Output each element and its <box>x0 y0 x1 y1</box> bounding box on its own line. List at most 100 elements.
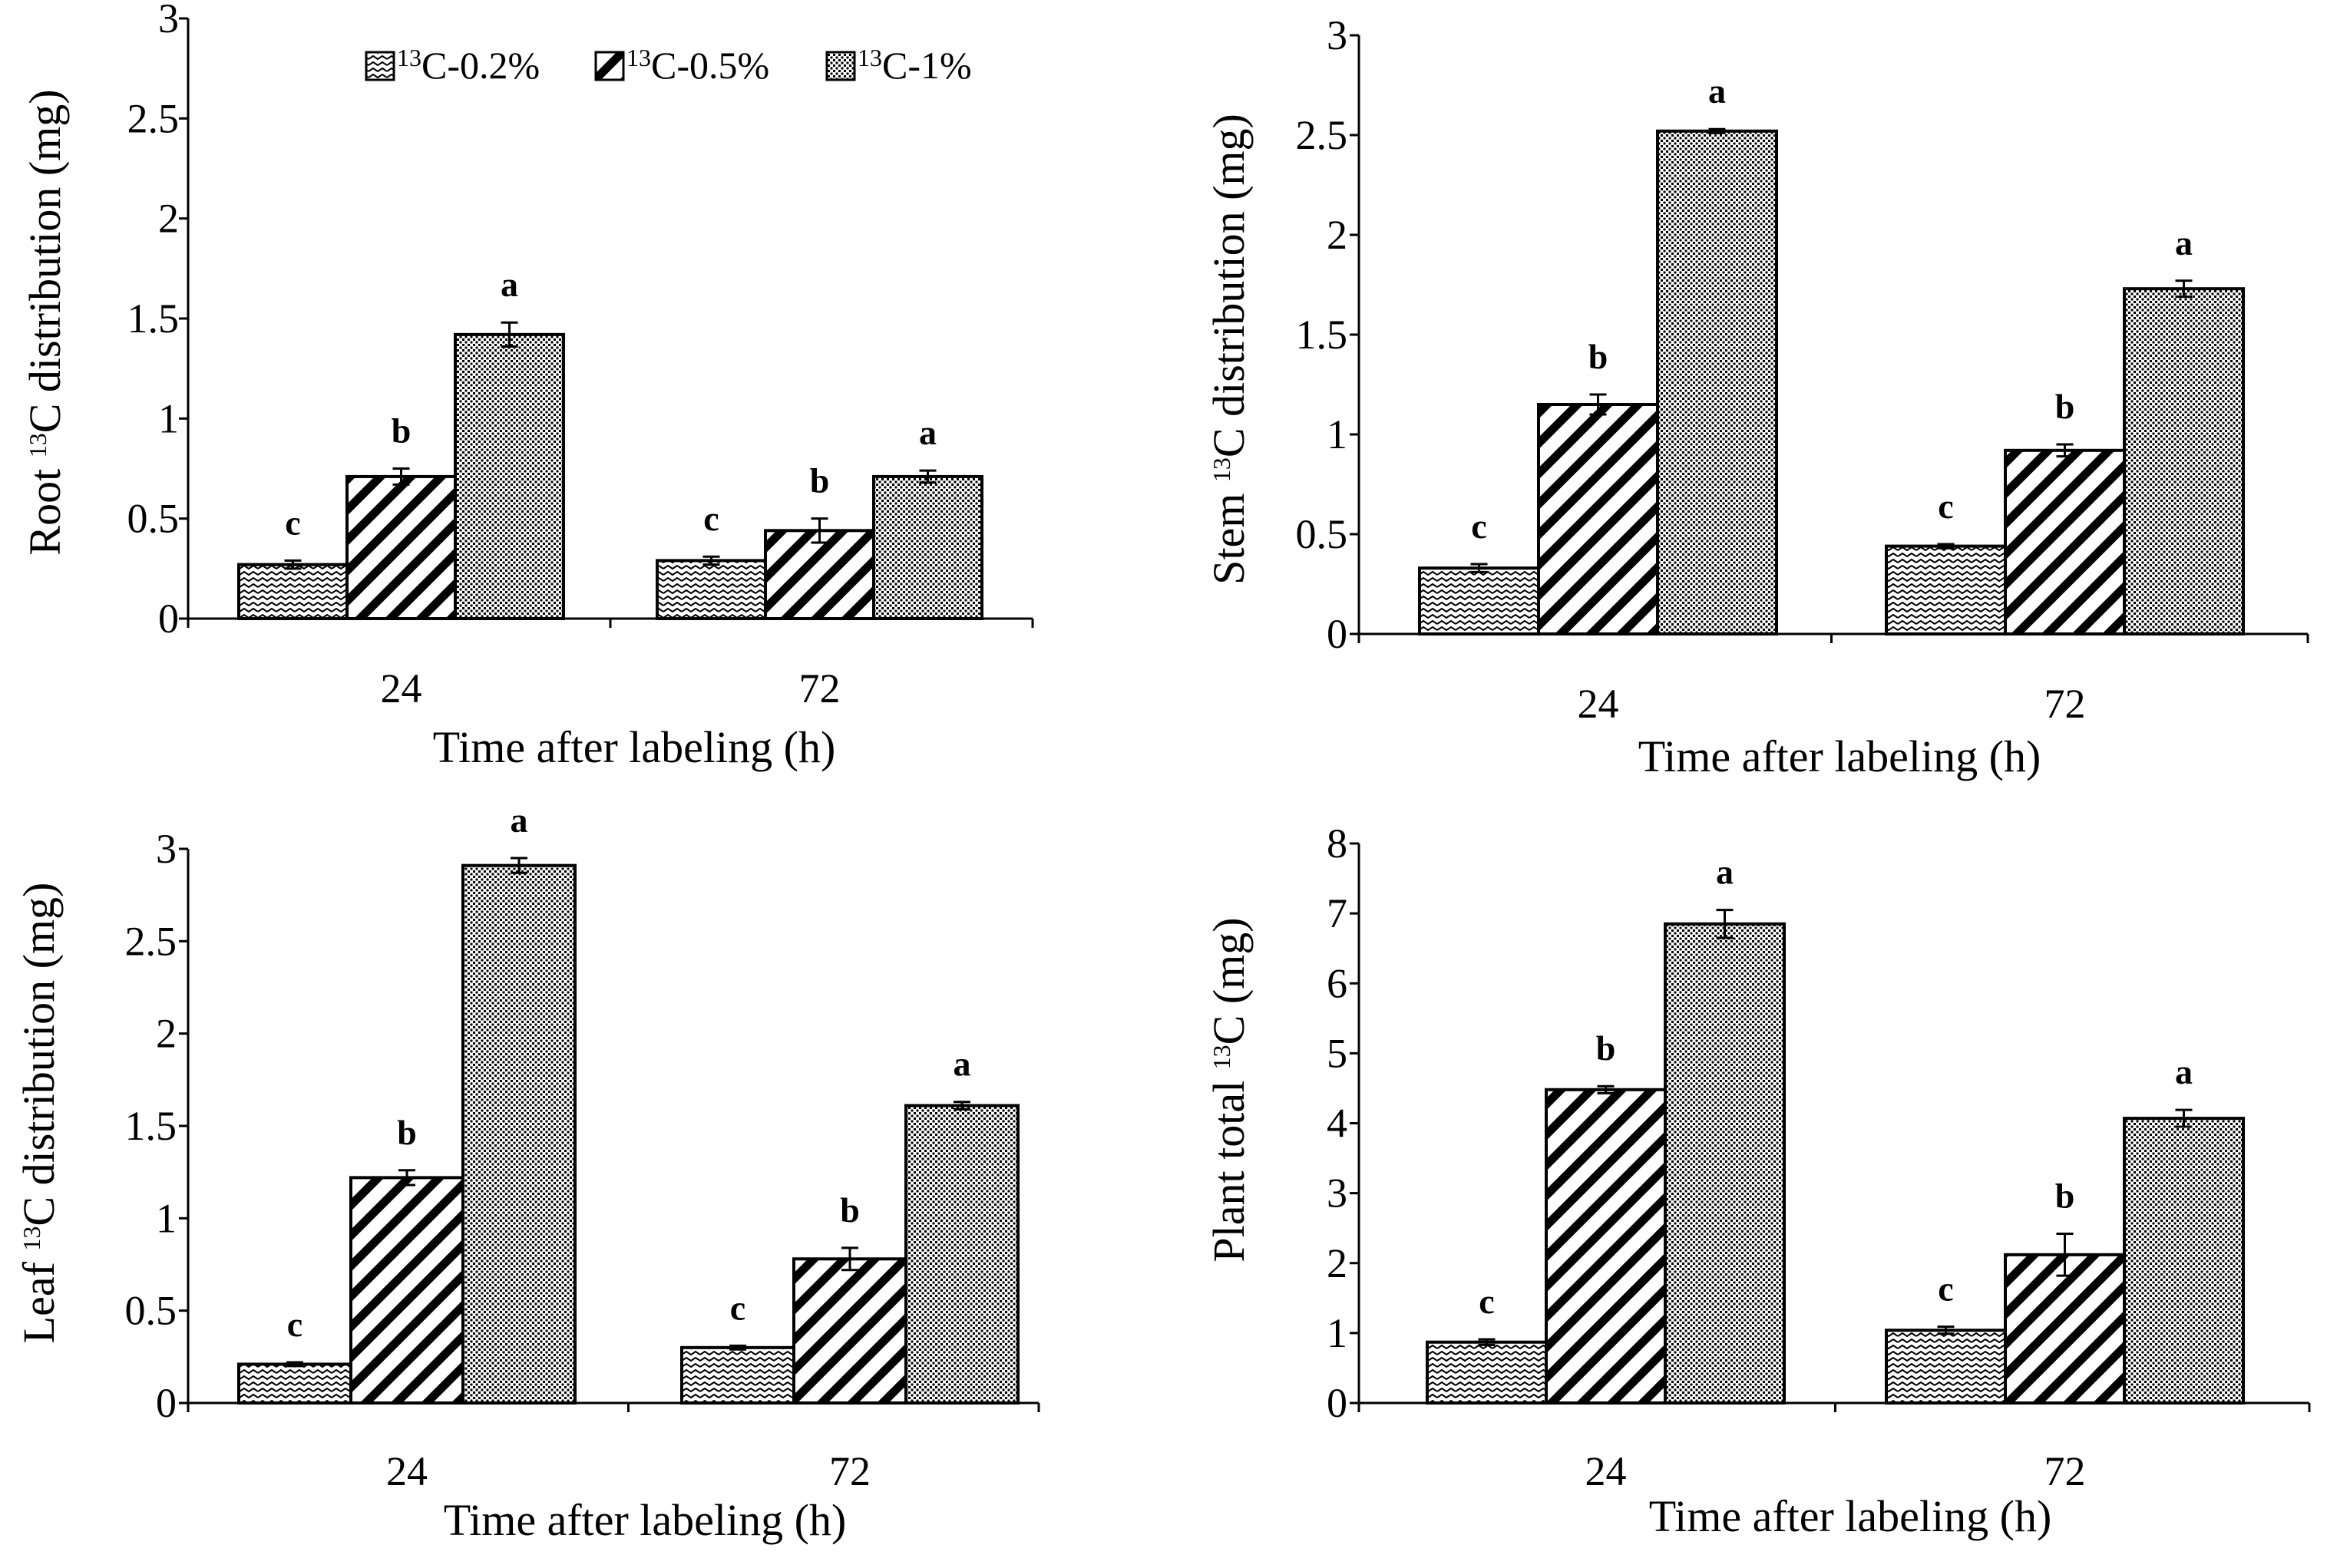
root-bar-72h-1pct <box>872 474 983 621</box>
total-y-tick-label: 1 <box>1327 1310 1347 1356</box>
total-bar-24h-0-2pct <box>1426 1340 1548 1405</box>
total-bar-24h-1pct <box>1664 922 1786 1405</box>
root-bar-24h-0-2pct <box>237 563 349 620</box>
total-y-tick-label: 7 <box>1327 890 1347 936</box>
legend-label-0-5pct: 13C-0.5% <box>626 44 769 87</box>
root-y-axis-label: Root 13C distribution (mg) <box>20 89 70 555</box>
total-bar-72h-0-5pct <box>2004 1253 2126 1405</box>
leaf-bar-72h-0-5pct <box>792 1257 907 1405</box>
total-bar-72h-1pct <box>2123 1117 2245 1405</box>
total-x-axis-label: Time after labeling (h) <box>1649 1491 2052 1541</box>
stem-y-axis-label: Stem 13C distribution (mg) <box>1204 114 1254 585</box>
legend: 13C-0.2% 13C-0.5% 13C-1% <box>365 44 972 87</box>
root-y-tick-label: 1 <box>158 395 179 441</box>
stem-y-tick-label: 1 <box>1327 411 1347 457</box>
total-y-tick-label: 2 <box>1327 1240 1347 1286</box>
stem-significance-letter: a <box>2175 223 2193 262</box>
root-13c-panel: Root 13C distribution (mg) Time after la… <box>20 0 1034 772</box>
stem-bar-72h-1pct <box>2123 287 2245 635</box>
stem-y-tick-label: 1.5 <box>1296 312 1348 358</box>
total-significance-letter: b <box>1596 1028 1616 1068</box>
root-bar-72h-0-5pct <box>764 529 875 620</box>
total-y-tick-label: 5 <box>1327 1030 1347 1076</box>
leaf-bar-24h-0-5pct <box>349 1176 464 1405</box>
total-significance-letter: b <box>2055 1176 2075 1215</box>
leaf-y-tick-label: 2.5 <box>125 918 177 964</box>
stem-bar-72h-0-2pct <box>1885 544 2007 635</box>
total-y-tick-label: 8 <box>1327 820 1347 867</box>
stem-bar-24h-0-2pct <box>1418 566 1540 636</box>
root-y-tick-label: 2 <box>158 196 179 242</box>
legend-item-1pct: 13C-1% <box>825 44 972 87</box>
total-bar-24h-0-5pct <box>1545 1088 1667 1405</box>
stem-y-tick-label: 2.5 <box>1296 112 1348 158</box>
stem-x-tick-label: 72 <box>2044 681 2086 727</box>
stem-bar-24h-0-5pct <box>1537 403 1659 635</box>
leaf-bar-24h-1pct <box>461 863 577 1405</box>
legend-swatch-0-5pct <box>594 51 625 81</box>
total-y-axis-label: Plant total 13C (mg) <box>1204 917 1254 1262</box>
total-y-tick-label: 4 <box>1327 1101 1347 1147</box>
root-y-tick-label: 3 <box>158 0 179 41</box>
total-bar-72h-0-2pct <box>1885 1329 2007 1405</box>
leaf-x-tick-label: 72 <box>829 1448 871 1494</box>
root-significance-letter: b <box>810 461 830 500</box>
total-significance-letter: a <box>2175 1052 2193 1091</box>
root-y-tick-label: 2.5 <box>127 95 180 141</box>
leaf-y-tick-label: 1.5 <box>125 1103 177 1149</box>
total-y-tick-label: 6 <box>1327 960 1347 1006</box>
root-significance-letter: a <box>501 265 518 304</box>
root-significance-letter: c <box>703 499 719 538</box>
stem-significance-letter: b <box>2055 387 2075 426</box>
root-x-tick-label: 24 <box>381 665 422 711</box>
stem-y-tick-label: 2 <box>1327 212 1347 258</box>
leaf-significance-letter: a <box>954 1045 971 1084</box>
root-bar-72h-0-2pct <box>656 559 767 621</box>
leaf-x-tick-label: 24 <box>386 1448 428 1494</box>
stem-significance-letter: b <box>1588 337 1608 376</box>
stem-bar-24h-1pct <box>1656 129 1778 636</box>
stem-significance-letter: a <box>1708 71 1726 111</box>
leaf-y-tick-label: 2 <box>156 1011 177 1057</box>
root-y-tick-label: 0 <box>158 596 179 642</box>
total-y-tick-label: 0 <box>1327 1380 1347 1426</box>
stem-bar-72h-0-5pct <box>2004 448 2126 635</box>
total-x-tick-label: 72 <box>2044 1448 2086 1494</box>
leaf-bar-24h-0-2pct <box>237 1362 352 1405</box>
root-x-tick-label: 72 <box>799 665 841 711</box>
stem-y-tick-label: 0 <box>1327 611 1347 657</box>
leaf-y-tick-label: 0 <box>156 1380 177 1426</box>
stem-y-tick-label: 3 <box>1327 12 1347 58</box>
root-y-tick-label: 1.5 <box>127 295 180 342</box>
leaf-13c-panel: Leaf 13C distribution (mg) Time after la… <box>14 801 1040 1545</box>
leaf-y-tick-label: 1 <box>156 1195 177 1241</box>
root-y-tick-label: 0.5 <box>127 496 180 542</box>
total-x-tick-label: 24 <box>1585 1448 1627 1494</box>
plant-total-13c-panel: Plant total 13C (mg) Time after labeling… <box>1204 820 2311 1541</box>
root-x-axis-label: Time after labeling (h) <box>433 722 836 772</box>
legend-item-0-5pct: 13C-0.5% <box>594 44 769 87</box>
total-significance-letter: c <box>1938 1269 1953 1309</box>
leaf-y-tick-label: 0.5 <box>125 1288 177 1334</box>
total-significance-letter: c <box>1479 1282 1494 1321</box>
leaf-bar-72h-1pct <box>904 1104 1020 1405</box>
leaf-bar-72h-0-2pct <box>680 1345 795 1405</box>
stem-significance-letter: c <box>1471 507 1486 546</box>
leaf-significance-letter: b <box>840 1190 860 1230</box>
total-y-tick-label: 3 <box>1327 1170 1347 1216</box>
leaf-significance-letter: c <box>287 1305 302 1344</box>
stem-y-tick-label: 0.5 <box>1296 511 1348 557</box>
legend-item-0-2pct: 13C-0.2% <box>365 44 540 87</box>
root-significance-letter: c <box>285 503 300 542</box>
stem-significance-letter: c <box>1938 487 1953 526</box>
leaf-x-axis-label: Time after labeling (h) <box>444 1495 847 1545</box>
stem-x-tick-label: 24 <box>1578 681 1619 727</box>
root-bar-24h-1pct <box>454 332 565 620</box>
leaf-significance-letter: a <box>511 801 528 840</box>
root-bar-24h-0-5pct <box>345 474 457 621</box>
leaf-y-axis-label: Leaf 13C distribution (mg) <box>14 883 64 1344</box>
stem-x-axis-label: Time after labeling (h) <box>1638 731 2041 781</box>
stem-13c-panel: Stem 13C distribution (mg) Time after la… <box>1204 12 2309 781</box>
legend-swatch-0-2pct <box>365 51 395 81</box>
legend-swatch-1pct <box>825 51 856 81</box>
